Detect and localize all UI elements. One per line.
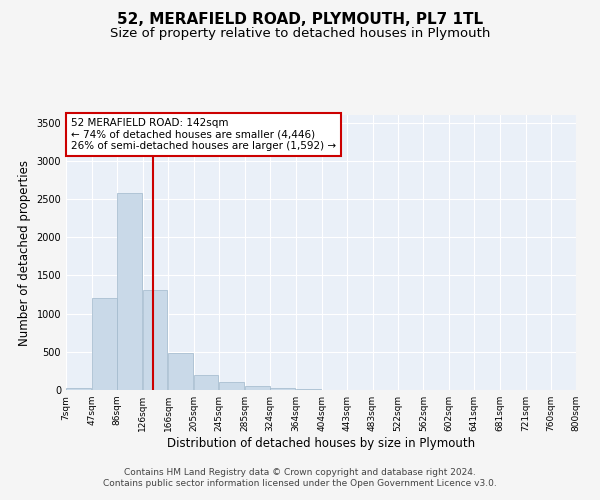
- Bar: [117, 193, 142, 390]
- Y-axis label: Number of detached properties: Number of detached properties: [18, 160, 31, 346]
- X-axis label: Distribution of detached houses by size in Plymouth: Distribution of detached houses by size …: [167, 437, 475, 450]
- Bar: [143, 290, 167, 390]
- Bar: [194, 374, 218, 390]
- Bar: [219, 382, 244, 390]
- Bar: [66, 388, 91, 390]
- Text: 52 MERAFIELD ROAD: 142sqm
← 74% of detached houses are smaller (4,446)
26% of se: 52 MERAFIELD ROAD: 142sqm ← 74% of detac…: [71, 118, 336, 151]
- Bar: [92, 298, 116, 390]
- Text: Contains HM Land Registry data © Crown copyright and database right 2024.
Contai: Contains HM Land Registry data © Crown c…: [103, 468, 497, 487]
- Bar: [169, 352, 193, 390]
- Bar: [245, 386, 270, 390]
- Text: Size of property relative to detached houses in Plymouth: Size of property relative to detached ho…: [110, 28, 490, 40]
- Text: 52, MERAFIELD ROAD, PLYMOUTH, PL7 1TL: 52, MERAFIELD ROAD, PLYMOUTH, PL7 1TL: [117, 12, 483, 28]
- Bar: [270, 388, 295, 390]
